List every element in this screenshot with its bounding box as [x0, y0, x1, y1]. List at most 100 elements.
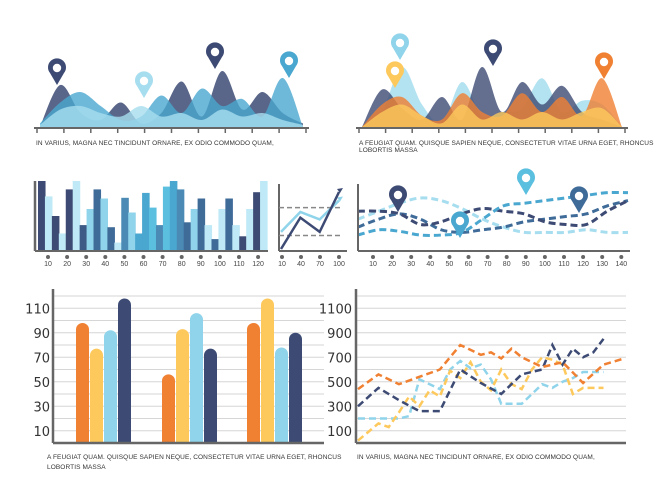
- bar-yellow: [90, 348, 103, 443]
- histogram-bar: [100, 198, 108, 251]
- area-series-yellow: [362, 104, 622, 127]
- x-tick-label: 80: [178, 261, 186, 268]
- histogram-bar: [176, 189, 185, 251]
- x-tick-label: 30: [407, 261, 415, 268]
- x-tick-label: 70: [316, 261, 324, 268]
- x-tick-dot: [371, 255, 375, 259]
- caption-bottom-left-line1: A FEUGIAT QUAM. QUISQUE SAPIEN NEQUE, CO…: [47, 454, 342, 461]
- histogram-bar: [121, 197, 129, 251]
- x-tick-label: 110: [233, 261, 244, 268]
- x-tick-dot: [103, 255, 108, 259]
- x-tick-label: 120: [577, 261, 589, 268]
- histogram-bar: [135, 233, 143, 251]
- bar-orange: [247, 322, 260, 443]
- bar-orange: [76, 322, 89, 443]
- x-tick-dot: [337, 255, 341, 259]
- location-pin-icon-hole: [488, 44, 498, 54]
- location-pin-icon-hole: [139, 76, 149, 86]
- x-tick-label: 40: [101, 261, 109, 268]
- x-tick-dot: [160, 255, 165, 259]
- histogram-bar: [162, 186, 171, 251]
- x-tick-dot: [237, 255, 241, 259]
- bar-light_blue: [190, 313, 203, 443]
- histogram-bar: [86, 209, 95, 251]
- x-tick-dot: [562, 255, 566, 259]
- x-tick-label: 80: [503, 261, 511, 268]
- x-tick-label: 110: [558, 261, 569, 268]
- histogram-bar: [38, 181, 46, 251]
- x-tick-label: 30: [82, 261, 90, 268]
- histogram-bar: [79, 225, 88, 251]
- x-tick-label: 90: [197, 261, 205, 268]
- x-tick-dot: [84, 255, 89, 259]
- y-tick-label: 10: [33, 425, 50, 440]
- y-tick-label: 100: [327, 425, 352, 440]
- x-tick-dot: [523, 255, 528, 259]
- x-tick-dot: [428, 255, 433, 259]
- histogram-bar: [142, 192, 150, 251]
- histogram-bar: [93, 189, 102, 251]
- caption-bottom-right: IN VARIUS, MAGNA NEC TINCIDUNT ORNARE, E…: [357, 454, 595, 461]
- line-series-light: [280, 199, 340, 233]
- x-tick-label: 50: [446, 261, 454, 268]
- x-tick-label: 50: [121, 261, 129, 268]
- y-tick-label: 50: [33, 376, 50, 391]
- bar-light_blue: [275, 347, 288, 443]
- x-tick-dot: [256, 255, 261, 259]
- y-tick-label: 900: [327, 327, 352, 342]
- x-tick-dot: [318, 255, 322, 259]
- histogram-bar: [72, 181, 81, 251]
- dashed-series-mid: [357, 199, 629, 234]
- histogram-bar: [190, 209, 199, 251]
- histogram-bar: [44, 196, 53, 251]
- x-tick-dot: [217, 255, 222, 259]
- location-pin-icon-hole: [210, 47, 220, 57]
- histogram-bar: [51, 216, 60, 251]
- x-tick-label: 10: [369, 261, 377, 268]
- x-tick-label: 100: [539, 261, 551, 268]
- location-pin-icon-hole: [390, 66, 400, 76]
- histogram-bar: [225, 198, 233, 251]
- y-tick-label: 70: [33, 351, 50, 366]
- bar-navy: [118, 298, 131, 443]
- location-pin-icon-hole: [284, 56, 294, 66]
- x-tick-label: 140: [615, 261, 627, 268]
- location-pin-icon-hole: [455, 216, 465, 226]
- x-tick-label: 20: [63, 261, 71, 268]
- arrow-head-icon: [337, 188, 343, 193]
- caption-top-left: IN VARIUS, MAGNA NEC TINCIDUNT ORNARE, E…: [36, 140, 274, 147]
- histogram-bar: [114, 242, 122, 251]
- y-tick-label: 1100: [319, 302, 352, 317]
- x-tick-label: 100: [333, 261, 345, 268]
- bar-navy: [204, 348, 217, 443]
- area-series-pale: [40, 105, 303, 127]
- x-tick-label: 70: [159, 261, 167, 268]
- histogram-bar: [232, 225, 240, 251]
- y-tick-label: 90: [33, 327, 50, 342]
- histogram-bar: [218, 209, 226, 251]
- histogram-bar: [107, 227, 115, 251]
- x-tick-dot: [619, 255, 624, 259]
- small-line-chart: 10 40 70 100: [278, 184, 347, 268]
- x-tick-label: 60: [140, 261, 148, 268]
- bar-light_blue: [104, 330, 117, 443]
- y-tick-label: 110: [25, 302, 50, 317]
- histogram-bar: [149, 207, 157, 251]
- x-tick-label: 40: [426, 261, 434, 268]
- x-tick-label: 20: [388, 261, 396, 268]
- arrow-head-icon: [337, 196, 343, 202]
- x-tick-dot: [447, 255, 452, 259]
- area-chart-left: [34, 42, 309, 133]
- histogram-bar: [155, 225, 164, 251]
- dashed-series-navy: [357, 199, 629, 228]
- caption-top-right: A FEUGIAT QUAM. QUISQUE SAPIEN NEQUE, CO…: [359, 140, 654, 154]
- y-tick-label: 30: [33, 400, 50, 415]
- x-tick-label: 60: [465, 261, 473, 268]
- location-pin-icon-hole: [574, 191, 584, 201]
- x-tick-dot: [600, 255, 605, 259]
- bar-yellow: [261, 298, 274, 443]
- bar-orange: [162, 374, 175, 443]
- x-tick-label: 100: [214, 261, 226, 268]
- x-tick-label: 70: [484, 261, 492, 268]
- histogram-bar: [204, 225, 213, 251]
